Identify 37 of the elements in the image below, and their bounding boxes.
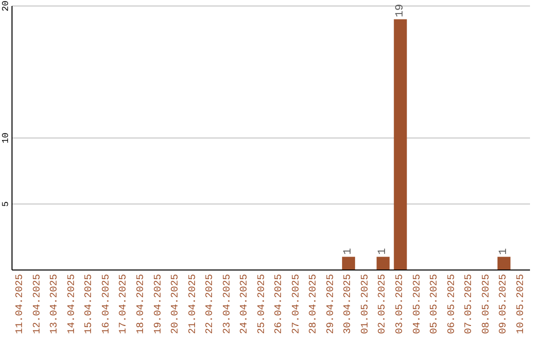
x-tick-label: 12.04.2025 [32,274,44,334]
x-tick-label: 13.04.2025 [50,274,61,334]
x-tick-label: 06.05.2025 [446,274,458,334]
data-label: 1 [498,248,510,255]
x-tick-label: 29.04.2025 [326,274,337,334]
data-label: 1 [377,248,390,255]
x-tick-label: 04.05.2025 [412,274,424,334]
x-tick-label: 19.04.2025 [153,274,164,334]
x-tick-label: 10.05.2025 [516,274,527,334]
x-tick-label: 08.05.2025 [481,274,492,334]
x-tick-label: 25.04.2025 [256,274,268,334]
y-tick-label: 5 [1,201,11,207]
x-tick-label: 26.04.2025 [274,274,286,334]
x-tick-label: 07.05.2025 [464,274,476,334]
data-label: 19 [394,4,406,18]
data-label: 1 [342,248,355,255]
x-tick-label: 16.04.2025 [101,274,112,334]
x-tick-label: 28.04.2025 [308,274,320,334]
x-tick-label: 23.04.2025 [222,274,234,334]
x-tick-label: 21.04.2025 [188,274,199,334]
x-tick-label: 01.05.2025 [360,274,372,334]
x-tick-label: 22.04.2025 [205,274,216,334]
x-tick-label: 18.04.2025 [136,274,147,334]
x-tick-label: 03.05.2025 [395,274,406,334]
x-tick-label: 17.04.2025 [118,274,130,334]
x-tick-label: 20.04.2025 [170,274,182,334]
x-tick-label: 02.05.2025 [378,274,389,334]
x-tick-label: 30.04.2025 [343,274,354,334]
x-tick-label: 11.04.2025 [15,274,26,334]
x-tick-label: 27.04.2025 [291,274,302,334]
x-tick-label: 14.04.2025 [66,274,78,334]
y-tick-label: 10 [1,132,11,144]
x-tick-label: 09.05.2025 [498,274,510,334]
y-tick-label: 20 [1,0,11,12]
x-tick-label: 15.04.2025 [84,274,96,334]
x-tick-label: 24.04.2025 [240,274,251,334]
x-tick-label: 05.05.2025 [430,274,441,334]
